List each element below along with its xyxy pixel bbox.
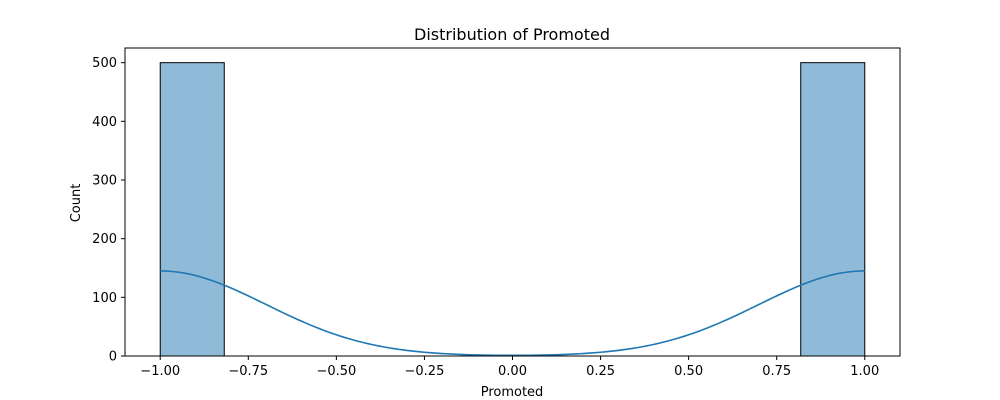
x-axis-label: Promoted [481, 385, 544, 400]
histogram-bar-1 [800, 62, 866, 357]
y-tick-label: 300 [92, 174, 117, 189]
histogram-bar-0 [159, 62, 225, 357]
y-axis-label: Count [69, 184, 84, 223]
axes: −1.00 −0.75 −0.50 −0.25 0.00 0.25 0.50 0.75 1.00… [92, 47, 901, 379]
y-tick-label: 500 [92, 56, 117, 71]
y-tick-label: 0 [109, 350, 117, 365]
kde-curve [160, 270, 865, 357]
x-tick-label: 0.50 [674, 364, 703, 379]
x-tick-label: −0.25 [405, 364, 445, 379]
y-tick-label: 200 [92, 232, 117, 247]
x-tick-label: 1.00 [850, 364, 879, 379]
x-tick-label: −0.75 [228, 364, 268, 379]
y-tick-label: 400 [92, 115, 117, 130]
chart-title: Distribution of Promoted [414, 25, 610, 44]
x-tick-label: −1.00 [140, 364, 180, 379]
x-tick-label: 0.25 [586, 364, 615, 379]
x-tick-label: 0.00 [498, 364, 527, 379]
x-tick-label: −0.50 [316, 364, 356, 379]
axes-frame [124, 47, 901, 357]
x-tick-label: 0.75 [762, 364, 791, 379]
plot-area [159, 62, 866, 357]
y-tick-label: 100 [92, 291, 117, 306]
